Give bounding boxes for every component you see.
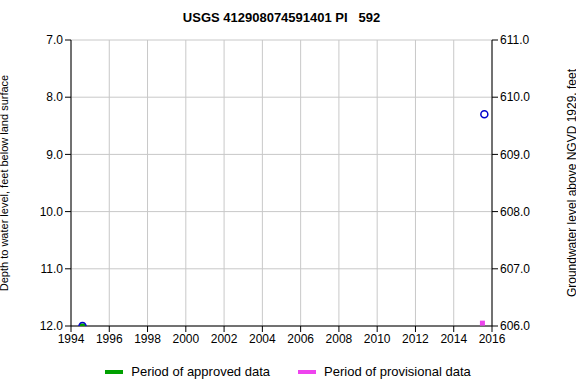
html-text:USGS 412908074591401 PI 592: USGS 412908074591401 PI 592: [182, 10, 381, 25]
svg-text:2008: 2008: [326, 332, 353, 346]
svg-text:2000: 2000: [172, 332, 199, 346]
svg-text:2004: 2004: [249, 332, 276, 346]
svg-text:2006: 2006: [287, 332, 314, 346]
svg-text:609.0: 609.0: [500, 148, 530, 162]
svg-text:1996: 1996: [96, 332, 123, 346]
html-text:Period of approved data: Period of approved data: [131, 364, 270, 379]
svg-text:1998: 1998: [134, 332, 161, 346]
svg-text:10.0: 10.0: [40, 205, 64, 219]
svg-text:2002: 2002: [211, 332, 238, 346]
svg-text:7.0: 7.0: [46, 33, 63, 47]
svg-text:610.0: 610.0: [500, 90, 530, 104]
svg-text:607.0: 607.0: [500, 262, 530, 276]
svg-text:8.0: 8.0: [46, 90, 63, 104]
svg-text:606.0: 606.0: [500, 319, 530, 333]
svg-text:2012: 2012: [402, 332, 429, 346]
html-text:Period of provisional data: Period of provisional data: [324, 364, 471, 379]
svg-text:Groundwater level above NGVD 1: Groundwater level above NGVD 1929, feet: [565, 68, 568, 297]
svg-text:11.0: 11.0: [41, 262, 64, 276]
svg-text:1994: 1994: [58, 332, 85, 346]
svg-text:2016: 2016: [479, 332, 506, 346]
svg-text:608.0: 608.0: [500, 205, 530, 219]
svg-text:2014: 2014: [440, 332, 467, 346]
svg-text:2010: 2010: [364, 332, 391, 346]
svg-text:Depth to water level, feet bel: Depth to water level, feet below land su…: [8, 75, 10, 291]
svg-text:12.0: 12.0: [40, 319, 64, 333]
svg-text:611.0: 611.0: [500, 33, 529, 47]
svg-text:9.0: 9.0: [46, 148, 63, 162]
